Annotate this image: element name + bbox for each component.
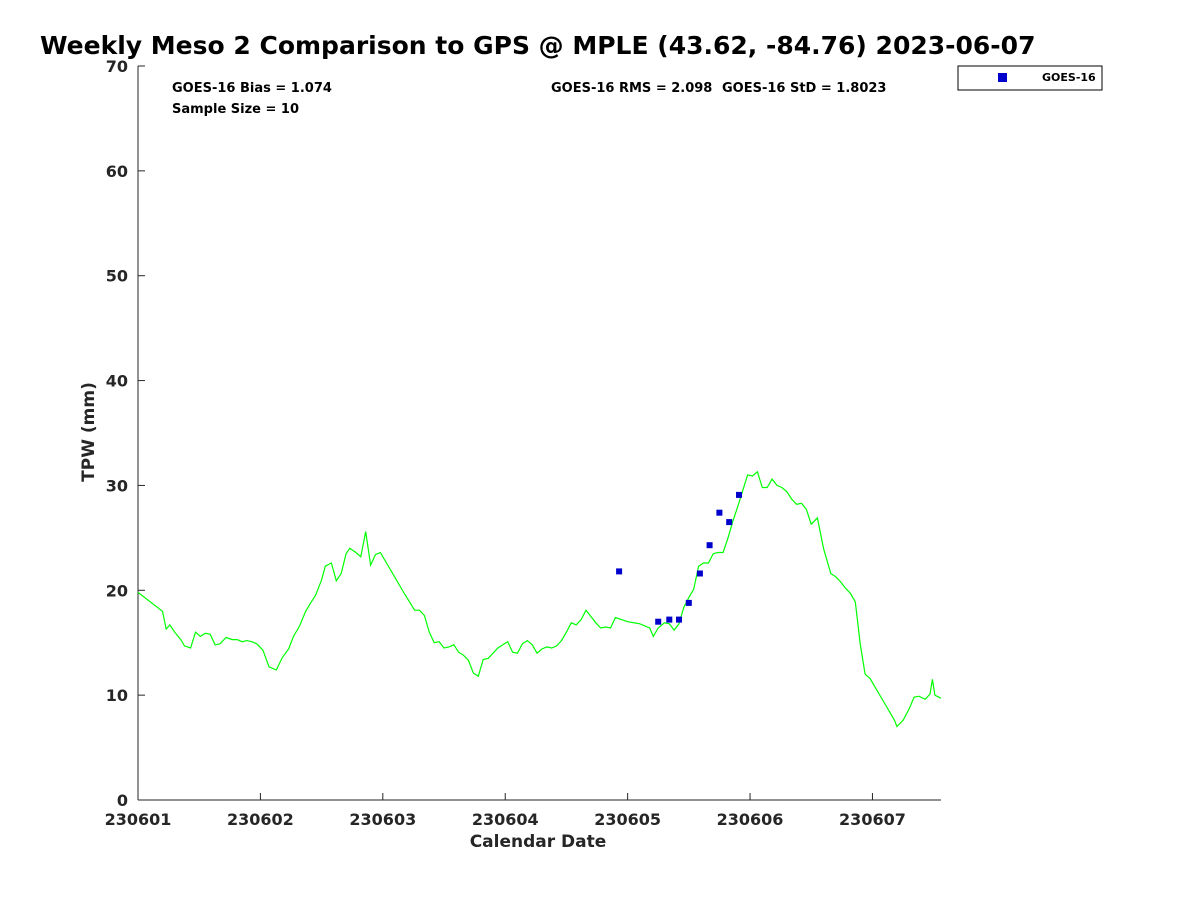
- x-tick-label: 230607: [839, 810, 906, 829]
- y-axis-label: TPW (mm): [79, 382, 99, 482]
- legend-label: GOES-16: [1042, 71, 1096, 84]
- sample-size-stat: Sample Size = 10: [172, 102, 299, 117]
- goes16-point: [666, 616, 673, 623]
- x-tick-label: 230601: [105, 810, 172, 829]
- x-tick-label: 230604: [472, 810, 539, 829]
- y-tick-label: 10: [106, 686, 128, 705]
- goes16-point: [685, 599, 692, 606]
- goes16-point: [716, 509, 723, 516]
- goes16-point: [706, 542, 713, 549]
- y-tick-label: 20: [106, 581, 128, 600]
- legend: GOES-16: [957, 65, 1103, 91]
- y-tick-label: 0: [117, 791, 128, 810]
- chart-title: Weekly Meso 2 Comparison to GPS @ MPLE (…: [40, 31, 1035, 60]
- y-tick-label: 30: [106, 476, 128, 495]
- y-tick-label: 70: [106, 57, 128, 76]
- goes16-point: [736, 491, 742, 498]
- goes16-point: [726, 519, 733, 526]
- std-stat: GOES-16 StD = 1.8023: [722, 81, 886, 96]
- x-tick-label: 230603: [349, 810, 416, 829]
- rms-stat: GOES-16 RMS = 2.098: [551, 81, 712, 96]
- stats-annotations: GOES-16 Bias = 1.074 Sample Size = 10 GO…: [172, 81, 886, 117]
- x-tick-label: 230606: [717, 810, 784, 829]
- y-tick-label: 50: [106, 267, 128, 286]
- legend-marker: [998, 73, 1007, 82]
- x-tick-label: 230605: [594, 810, 661, 829]
- gps-tpw-line: [137, 470, 942, 728]
- y-tick-label: 60: [106, 162, 128, 181]
- x-tick-label: 230602: [227, 810, 294, 829]
- goes16-point: [655, 618, 662, 625]
- goes16-point: [676, 616, 682, 623]
- y-tick-label: 40: [106, 372, 128, 391]
- goes16-point: [616, 568, 623, 575]
- plot-area: 0 10 20 30 40 50 60 70 230601 230602 230603 230604 2…: [105, 57, 942, 829]
- legend-box: [957, 65, 1103, 91]
- goes16-point: [696, 570, 703, 577]
- x-axis-label: Calendar Date: [470, 832, 607, 852]
- bias-stat: GOES-16 Bias = 1.074: [172, 81, 332, 96]
